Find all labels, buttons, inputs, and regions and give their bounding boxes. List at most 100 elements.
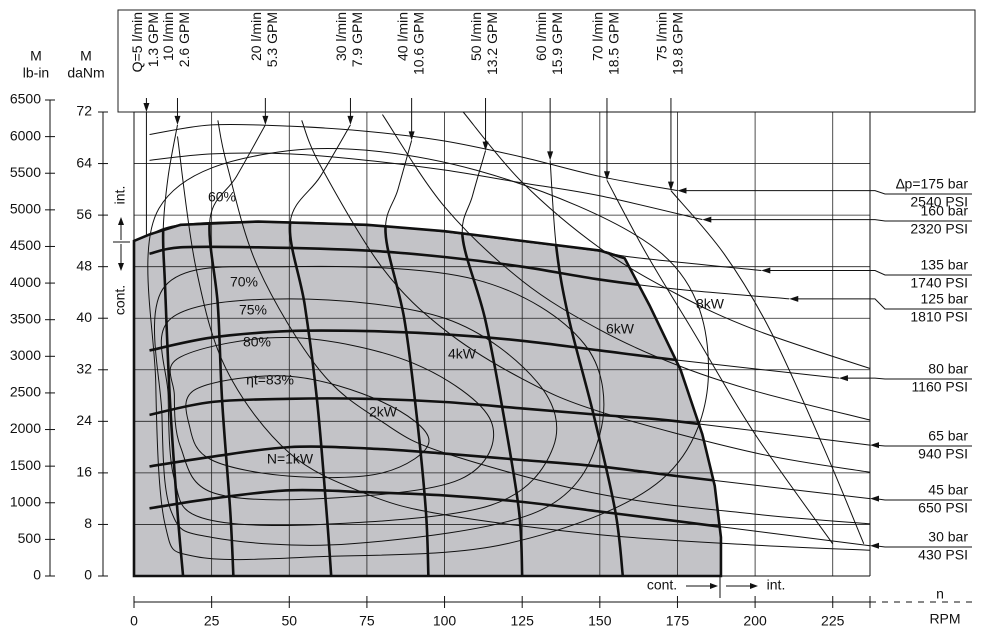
- flow-arrowhead: [482, 141, 489, 151]
- pressure-arrowhead: [870, 542, 879, 549]
- flow-label-gpm: 7.9 GPM: [349, 12, 365, 67]
- flow-label-gpm: 2.6 GPM: [176, 12, 192, 67]
- x-tick-label: 0: [130, 613, 138, 629]
- y-tick-label: 24: [76, 412, 92, 428]
- flow-curve-continuous: [384, 221, 430, 577]
- flow-label-gpm: 15.9 GPM: [549, 12, 565, 75]
- pressure-label-psi: 430 PSI: [918, 547, 968, 563]
- y2-axis-symbol: M: [30, 48, 42, 64]
- pressure-label-psi: 940 PSI: [918, 446, 968, 462]
- efficiency-label: 75%: [239, 302, 267, 318]
- flow-curve: [606, 180, 834, 545]
- pressure-label-bar: 125 bar: [921, 291, 969, 307]
- power-curve: [301, 120, 871, 473]
- efficiency-label: 70%: [230, 274, 258, 290]
- int-arrowhead: [118, 217, 124, 225]
- y-tick-label: 64: [76, 154, 92, 170]
- y-tick-label: 0: [84, 567, 92, 583]
- x-tick-label: 25: [204, 613, 220, 629]
- flow-label-gpm: 19.8 GPM: [670, 12, 686, 75]
- pressure-label-bar: 135 bar: [921, 257, 969, 273]
- power-curve: [382, 114, 871, 421]
- y2-tick-label: 5500: [10, 164, 41, 180]
- pressure-label-bar: 80 bar: [928, 361, 968, 377]
- int-arrowhead: [750, 583, 758, 589]
- y-tick-label: 72: [76, 103, 92, 119]
- efficiency-contour: [169, 337, 495, 501]
- flow-label-lmin: 10 l/min: [160, 12, 176, 61]
- int-annotation: int.: [112, 186, 128, 205]
- x-tick-label: 50: [281, 613, 297, 629]
- int-annotation: int.: [767, 577, 786, 593]
- pressure-curve-continuous: [149, 445, 721, 500]
- power-label: 2kW: [369, 404, 398, 420]
- pressure-label-psi: 1740 PSI: [910, 275, 968, 291]
- pressure-leader: [683, 190, 972, 195]
- pressure-leader: [795, 298, 972, 310]
- efficiency-label: ηt=83%: [246, 372, 294, 388]
- flow-label-lmin: 75 l/min: [654, 12, 670, 61]
- pressure-label-bar: 160 bar: [921, 203, 969, 219]
- pressure-arrowhead: [789, 295, 799, 302]
- flow-label-lmin: 40 l/min: [394, 12, 410, 61]
- flow-curve-continuous: [161, 221, 185, 577]
- y-axis-unit: daNm: [67, 65, 104, 81]
- cont-arrowhead: [710, 583, 718, 589]
- flow-label-lmin: 30 l/min: [333, 12, 349, 61]
- flow-curve: [670, 190, 865, 544]
- flow-curve-continuous: [460, 221, 524, 577]
- x-tick-label: 225: [821, 613, 845, 629]
- flow-label-gpm: 1.3 GPM: [145, 12, 161, 67]
- y2-tick-label: 6500: [10, 91, 41, 107]
- pressure-curve-continuous: [149, 488, 721, 548]
- y2-tick-label: 2500: [10, 384, 41, 400]
- flow-arrowhead: [174, 115, 181, 125]
- pressure-label-psi: 1810 PSI: [910, 309, 968, 325]
- pressure-label-bar: ∆p=175 bar: [896, 176, 968, 192]
- cont-annotation: cont.: [112, 285, 128, 315]
- x-tick-label: 150: [588, 613, 612, 629]
- y-tick-label: 40: [76, 309, 92, 325]
- y-tick-label: 32: [76, 360, 92, 376]
- y2-tick-label: 0: [33, 567, 41, 583]
- efficiency-label: 60%: [208, 189, 236, 205]
- y2-axis-unit: lb-in: [23, 65, 49, 81]
- pressure-arrowhead: [838, 375, 848, 382]
- x-tick-label: 175: [666, 613, 690, 629]
- pressure-label-psi: 650 PSI: [918, 500, 968, 516]
- y2-tick-label: 6000: [10, 127, 41, 143]
- x-tick-label: 100: [433, 613, 457, 629]
- y-tick-label: 56: [76, 206, 92, 222]
- efficiency-contour: [154, 265, 605, 546]
- pressure-leader: [767, 270, 972, 276]
- y2-tick-label: 4000: [10, 274, 41, 290]
- cont-annotation: cont.: [647, 577, 677, 593]
- y2-tick-label: 1500: [10, 457, 41, 473]
- y2-tick-label: 3000: [10, 347, 41, 363]
- pressure-curve: [149, 152, 703, 221]
- x-axis-unit: RPM: [929, 611, 960, 627]
- y2-tick-label: 4500: [10, 237, 41, 253]
- efficiency-contour: [185, 375, 430, 479]
- y-axis-symbol: M: [80, 48, 92, 64]
- flow-arrowhead: [143, 103, 150, 112]
- pressure-label-bar: 65 bar: [928, 428, 968, 444]
- flow-label-lmin: 60 l/min: [533, 12, 549, 61]
- pressure-label-psi: 2540 PSI: [910, 194, 968, 210]
- power-curve: [217, 120, 871, 525]
- pressure-arrowhead: [870, 495, 879, 502]
- pressure-label-psi: 2320 PSI: [910, 221, 968, 237]
- efficiency-label: 80%: [243, 334, 271, 350]
- flow-curve-continuous: [288, 221, 352, 577]
- x-tick-label: 75: [359, 613, 375, 629]
- power-curve: [176, 136, 871, 551]
- flow-arrowhead: [262, 115, 269, 125]
- flow-label-lmin: 50 l/min: [468, 12, 484, 61]
- pressure-curve: [149, 221, 762, 272]
- x-tick-label: 125: [511, 613, 535, 629]
- pressure-arrowhead: [702, 216, 712, 223]
- flow-label-gpm: 5.3 GPM: [264, 12, 280, 67]
- power-label: 4kW: [448, 346, 477, 362]
- y2-tick-label: 1000: [10, 493, 41, 509]
